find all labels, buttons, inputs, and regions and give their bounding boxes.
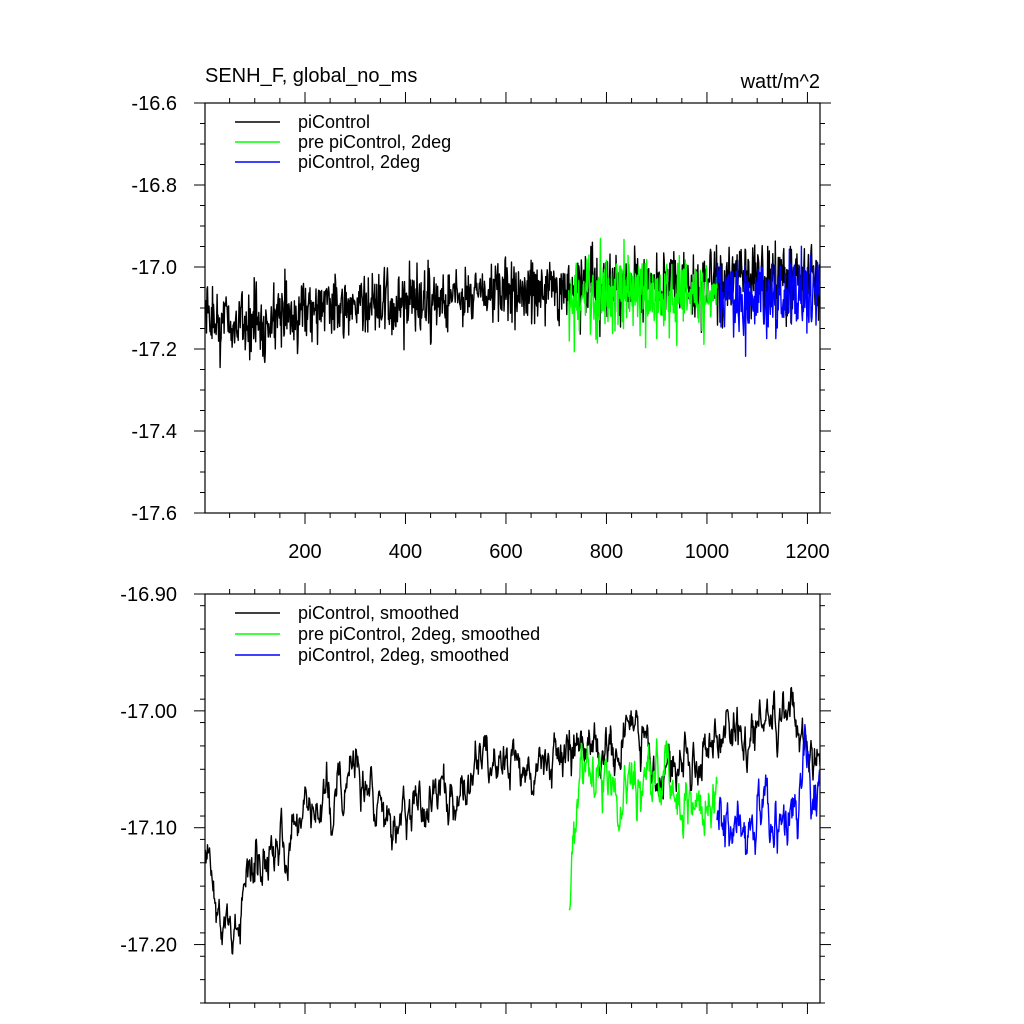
bottom-panel: -16.90 -17.00 -17.10 -17.20 piControl, smoo…: [120, 583, 831, 1014]
legend-label: piControl, smoothed: [298, 603, 459, 623]
legend-label: piControl, 2deg, smoothed: [298, 645, 509, 665]
bottom-tick-labels: -16.90 -17.00 -17.10 -17.20: [120, 584, 177, 957]
top-tick-labels: 200 400 600 800 1000 1200 -16.6 -16.8 -17.0 -17.2…: [131, 93, 829, 563]
legend-label: pre piControl, 2deg: [298, 132, 451, 152]
y-tick-label: -16.90: [120, 584, 177, 606]
top-panel: 200 400 600 800 1000 1200 -16.6 -16.8 -17.0 -17.2…: [131, 65, 831, 563]
bottom-plot-frame: [204, 593, 821, 1004]
y-tick-label: -17.00: [120, 701, 177, 723]
series-line-3: [716, 724, 820, 856]
bottom-series-lines: [205, 686, 820, 955]
y-tick-label: -17.10: [120, 818, 177, 840]
legend-label: pre piControl, 2deg, smoothed: [298, 624, 540, 644]
top-chart-title: SENH_F, global_no_ms: [205, 65, 417, 87]
legend-label: piControl: [298, 112, 370, 132]
x-tick-label: 1200: [785, 541, 830, 563]
series-line-1: [205, 240, 820, 369]
series-line-1: [205, 686, 820, 955]
y-tick-label: -17.4: [131, 421, 177, 443]
x-tick-label: 600: [489, 541, 522, 563]
top-series-lines: [205, 237, 820, 369]
y-tick-label: -16.8: [131, 175, 177, 197]
series-line-2: [568, 738, 718, 911]
x-tick-label: 200: [288, 541, 321, 563]
series-line-2: [568, 237, 718, 353]
legend-label: piControl, 2deg: [298, 152, 420, 172]
x-tick-label: 800: [590, 541, 623, 563]
y-tick-label: -17.6: [131, 503, 177, 525]
y-tick-label: -16.6: [131, 93, 177, 115]
top-units-label: watt/m^2: [740, 71, 820, 93]
series-line-3: [716, 245, 820, 357]
x-tick-label: 1000: [685, 541, 730, 563]
bottom-ticks: [194, 583, 831, 1014]
x-tick-label: 400: [389, 541, 422, 563]
y-tick-label: -17.2: [131, 339, 177, 361]
top-ticks: [194, 92, 831, 524]
y-tick-label: -17.20: [120, 935, 177, 957]
y-tick-label: -17.0: [131, 257, 177, 279]
